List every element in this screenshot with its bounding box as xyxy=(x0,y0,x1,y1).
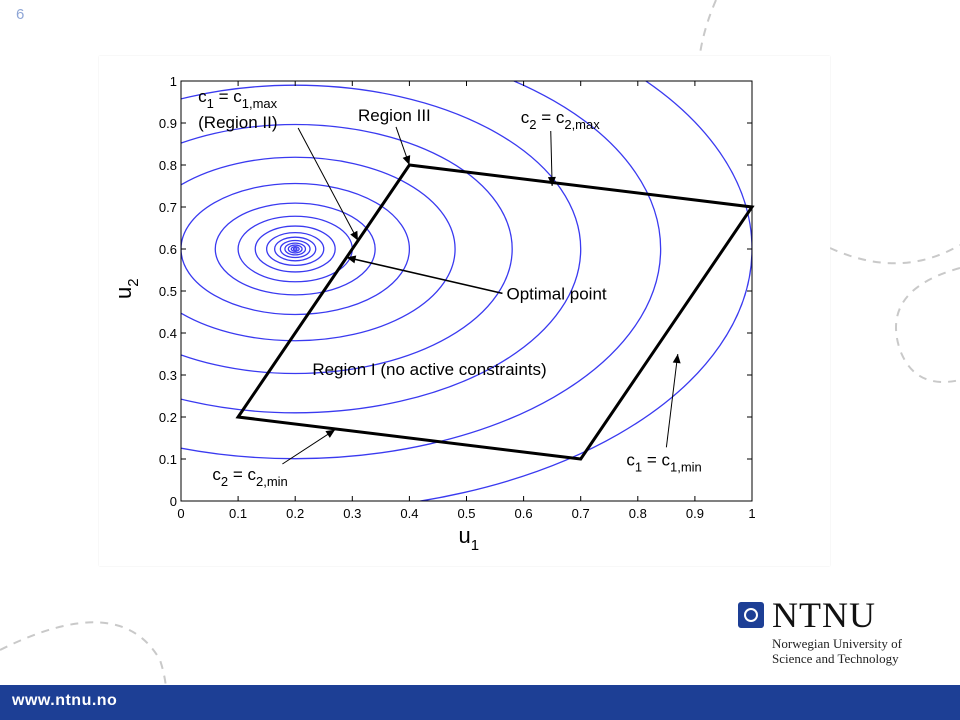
arrow-c1max xyxy=(297,127,359,241)
logo-wordmark: NTNU xyxy=(772,595,876,635)
arrow-optimal xyxy=(346,256,503,295)
ticks: 0 0.1 0.2 0.3 0.4 0.5 0.6 0.7 0.8 0.9 1 0 0.1 0.2 0.3 0… xyxy=(159,74,756,521)
y-tick-label: 0.7 xyxy=(159,200,177,215)
annotation-c1max: c1 = c1,max xyxy=(198,87,278,111)
x-tick-label: 0.6 xyxy=(515,506,533,521)
x-tick-label: 0.7 xyxy=(572,506,590,521)
y-tick-label: 0.3 xyxy=(159,368,177,383)
annotation-region3: Region III xyxy=(358,106,431,125)
axes-box xyxy=(180,80,753,502)
contour-line xyxy=(287,244,303,254)
y-tick-label: 0.4 xyxy=(159,326,177,341)
ntnu-logo-mark xyxy=(738,602,764,628)
x-tick-label: 0.2 xyxy=(286,506,304,521)
x-tick-label: 0.8 xyxy=(629,506,647,521)
contour-line xyxy=(214,202,376,296)
y-tick-label: 0.5 xyxy=(159,284,177,299)
x-tick-label: 0.1 xyxy=(229,506,247,521)
footer-bar: www.ntnu.no xyxy=(0,685,960,720)
contour-line xyxy=(284,242,307,256)
feasible-region xyxy=(235,163,755,461)
y-tick-label: 0.6 xyxy=(159,242,177,257)
footer-url[interactable]: www.ntnu.no xyxy=(12,692,118,709)
annotation-region2: (Region II) xyxy=(198,113,277,132)
annotation-arrows xyxy=(282,126,681,465)
x-tick-label: 0.4 xyxy=(400,506,418,521)
annotation-c2max: c2 = c2,max xyxy=(521,108,601,132)
arrowhead-c1min xyxy=(672,354,681,364)
contour-plot: 0 0.1 0.2 0.3 0.4 0.5 0.6 0.7 0.8 0.9 1 0 0.1 0.2 0.3 0… xyxy=(111,74,756,554)
contour-line xyxy=(181,81,662,460)
y-tick-label: 0 xyxy=(170,494,177,509)
contour-line xyxy=(279,239,311,259)
logo-subtitle-line2: Science and Technology xyxy=(772,651,899,666)
y-tick-label: 0.9 xyxy=(159,116,177,131)
annotation-optimal: Optimal point xyxy=(506,284,606,303)
contour-line xyxy=(181,123,513,375)
arrow-c2min xyxy=(282,429,336,465)
arrowhead-c2max xyxy=(547,176,556,186)
y-tick-label: 1 xyxy=(170,74,177,89)
x-tick-label: 0.5 xyxy=(457,506,475,521)
x-tick-label: 1 xyxy=(748,506,755,521)
x-tick-label: 0.9 xyxy=(686,506,704,521)
annotation-region1: Region I (no active constraints) xyxy=(312,360,546,379)
y-axis-label: u2 xyxy=(111,278,142,299)
contour-line xyxy=(265,231,325,267)
arrowhead-region3 xyxy=(402,155,411,165)
arrowhead-optimal xyxy=(346,255,357,264)
annotations: c1 = c1,max (Region II) Region III c2 = c2,… xyxy=(198,87,702,489)
annotation-c1min: c1 = c1,min xyxy=(626,450,701,474)
contour-line xyxy=(290,246,300,252)
y-tick-label: 0.2 xyxy=(159,410,177,425)
logo-subtitle-line1: Norwegian University of xyxy=(772,636,902,651)
slide-number: 6 xyxy=(16,6,25,23)
contour-line xyxy=(181,182,411,316)
plot-panel xyxy=(99,56,830,566)
contour-line xyxy=(181,156,456,342)
contour-line xyxy=(254,225,336,273)
arrowhead-c2min xyxy=(325,429,336,438)
contour-line xyxy=(292,247,298,251)
arrow-c1min xyxy=(665,353,679,448)
annotation-c2min: c2 = c2,min xyxy=(212,465,287,489)
contour-line xyxy=(273,236,317,262)
arrowhead-c1max xyxy=(350,230,359,241)
y-tick-label: 0.1 xyxy=(159,452,177,467)
x-tick-label: 0.3 xyxy=(343,506,361,521)
y-tick-label: 0.8 xyxy=(159,158,177,173)
x-axis-label: u1 xyxy=(459,523,480,554)
logo-subtitle: Norwegian University of Science and Tech… xyxy=(772,636,902,666)
x-tick-label: 0 xyxy=(177,506,184,521)
arrow-c2max xyxy=(550,130,553,187)
